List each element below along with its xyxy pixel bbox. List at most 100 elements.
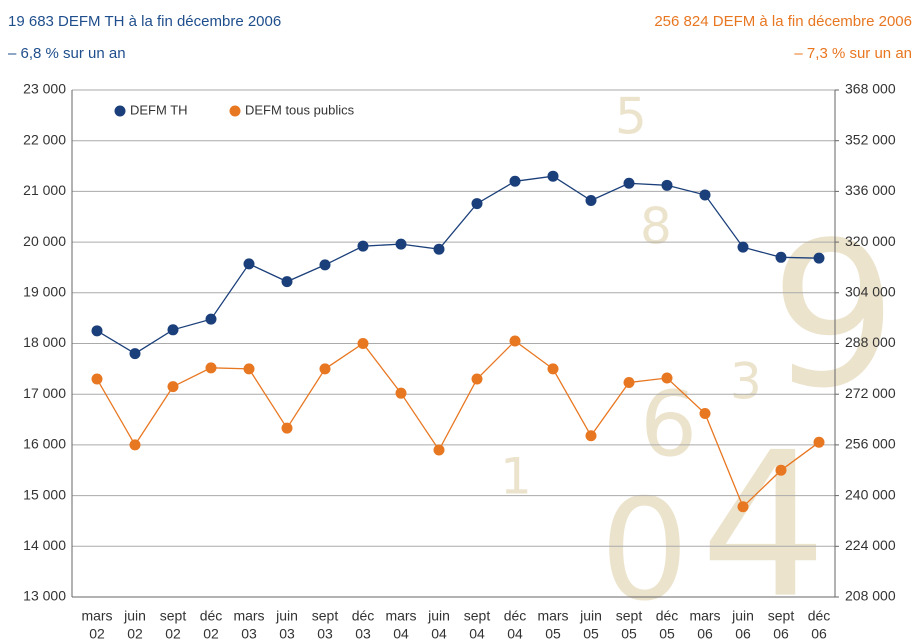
data-point xyxy=(433,444,445,456)
x-tick-label: 06 xyxy=(811,626,827,641)
data-point xyxy=(205,362,217,374)
x-tick-label: mars xyxy=(233,608,264,624)
data-point xyxy=(737,501,749,513)
y2-tick-label: 224 000 xyxy=(845,537,896,553)
y-tick-label: 19 000 xyxy=(23,284,66,300)
data-point xyxy=(623,177,635,189)
data-point xyxy=(167,381,179,393)
data-point xyxy=(585,195,597,207)
svg-text:0: 0 xyxy=(600,470,689,633)
x-tick-label: déc xyxy=(352,608,375,624)
legend-marker xyxy=(229,105,241,117)
data-point xyxy=(471,198,483,210)
x-tick-label: mars xyxy=(385,608,416,624)
series-line xyxy=(96,175,820,355)
data-point xyxy=(813,436,825,448)
title-left: 19 683 DEFM TH à la fin décembre 2006 xyxy=(8,13,281,30)
x-tick-label: 05 xyxy=(621,626,637,641)
x-tick-label: 06 xyxy=(735,626,751,641)
data-point xyxy=(699,189,711,201)
background-decoration: 6 0 4 9 1 8 5 3 xyxy=(500,88,897,641)
legend-label: DEFM tous publics xyxy=(245,102,355,117)
x-tick-label: déc xyxy=(200,608,223,624)
x-tick-label: juin xyxy=(579,608,602,624)
x-tick-label: 04 xyxy=(469,626,485,641)
data-point xyxy=(585,430,597,442)
x-tick-label: 02 xyxy=(165,626,181,641)
x-tick-label: sept xyxy=(312,608,339,624)
data-point xyxy=(281,276,293,288)
series-line xyxy=(96,340,820,508)
y2-tick-label: 272 000 xyxy=(845,385,896,401)
data-point xyxy=(319,259,331,271)
x-tick-label: 02 xyxy=(203,626,219,641)
data-point xyxy=(91,373,103,385)
x-tick-label: mars xyxy=(689,608,720,624)
y-tick-label: 23 000 xyxy=(23,81,66,97)
y-tick-label: 20 000 xyxy=(23,233,66,249)
data-point xyxy=(243,363,255,375)
x-tick-label: sept xyxy=(160,608,187,624)
y2-tick-label: 320 000 xyxy=(845,233,896,249)
x-tick-label: 02 xyxy=(89,626,105,641)
x-tick-label: juin xyxy=(275,608,298,624)
y-tick-label: 14 000 xyxy=(23,537,66,553)
data-point xyxy=(243,258,255,270)
x-tick-label: sept xyxy=(768,608,795,624)
data-point xyxy=(737,241,749,253)
svg-text:1: 1 xyxy=(500,448,532,506)
y2-tick-label: 336 000 xyxy=(845,182,896,198)
data-point xyxy=(775,251,787,263)
x-tick-label: juin xyxy=(123,608,146,624)
data-point xyxy=(661,372,673,384)
y-tick-label: 21 000 xyxy=(23,182,66,198)
x-tick-label: 04 xyxy=(431,626,447,641)
x-tick-label: sept xyxy=(464,608,491,624)
svg-text:6: 6 xyxy=(640,372,697,477)
y2-tick-label: 352 000 xyxy=(845,131,896,147)
title-right: 256 824 DEFM à la fin décembre 2006 xyxy=(654,13,912,30)
y-tick-label: 18 000 xyxy=(23,334,66,350)
svg-text:4: 4 xyxy=(700,410,827,641)
x-tick-label: 06 xyxy=(697,626,713,641)
x-tick-label: déc xyxy=(504,608,527,624)
svg-text:5: 5 xyxy=(615,88,647,146)
y-tick-label: 17 000 xyxy=(23,385,66,401)
data-point xyxy=(547,170,559,182)
x-tick-label: 02 xyxy=(127,626,143,641)
x-tick-label: déc xyxy=(656,608,679,624)
x-tick-label: juin xyxy=(731,608,754,624)
x-tick-label: déc xyxy=(808,608,831,624)
x-tick-label: 04 xyxy=(393,626,409,641)
x-tick-label: 05 xyxy=(583,626,599,641)
data-point xyxy=(319,363,331,375)
x-tick-label: 06 xyxy=(773,626,789,641)
data-point xyxy=(167,324,179,336)
data-point xyxy=(395,238,407,250)
x-tick-label: 03 xyxy=(241,626,257,641)
data-point xyxy=(357,240,369,252)
x-tick-label: mars xyxy=(537,608,568,624)
data-point xyxy=(547,363,559,375)
data-point xyxy=(129,439,141,451)
svg-text:8: 8 xyxy=(640,198,672,256)
data-point xyxy=(471,373,483,385)
y-tick-label: 22 000 xyxy=(23,131,66,147)
data-point xyxy=(129,348,141,360)
y-tick-label: 13 000 xyxy=(23,588,66,604)
subtitle-left: – 6,8 % sur un an xyxy=(8,45,126,62)
data-point xyxy=(813,252,825,264)
svg-text:3: 3 xyxy=(730,353,762,411)
x-tick-label: sept xyxy=(616,608,643,624)
x-tick-label: 05 xyxy=(659,626,675,641)
y2-tick-label: 288 000 xyxy=(845,334,896,350)
y2-tick-label: 240 000 xyxy=(845,486,896,502)
x-tick-label: 03 xyxy=(355,626,371,641)
data-point xyxy=(357,338,369,349)
data-point xyxy=(281,422,293,434)
y-tick-label: 16 000 xyxy=(23,436,66,452)
data-point xyxy=(661,179,673,191)
x-tick-label: juin xyxy=(427,608,450,624)
x-tick-label: 05 xyxy=(545,626,561,641)
